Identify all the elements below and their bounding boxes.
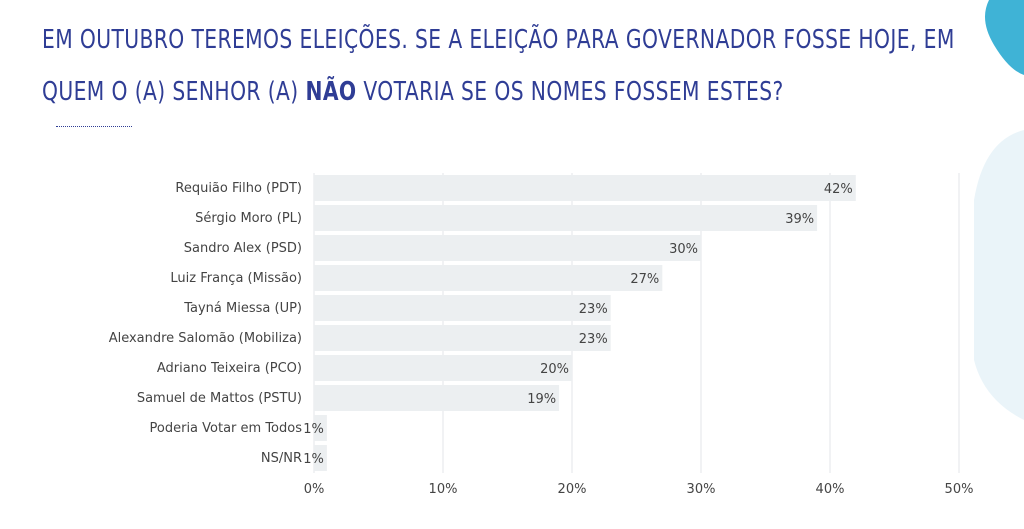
bar — [314, 355, 572, 381]
category-label: Tayná Miessa (UP) — [183, 301, 302, 316]
data-label: 1% — [303, 452, 324, 467]
title-line-2: QUEM O (A) SENHOR (A) NÃO VOTARIA SE OS … — [42, 66, 783, 118]
x-tick-label: 50% — [945, 482, 974, 497]
bar — [314, 175, 856, 201]
data-label: 39% — [785, 212, 814, 227]
data-label: 42% — [824, 182, 853, 197]
data-label: 19% — [527, 392, 556, 407]
category-label: Samuel de Mattos (PSTU) — [137, 391, 302, 406]
x-tick-label: 20% — [558, 482, 587, 497]
bar — [314, 445, 327, 471]
category-label: Adriano Teixeira (PCO) — [157, 361, 302, 376]
decorative-shapes — [974, 0, 1024, 420]
category-label: Poderia Votar em Todos — [150, 421, 303, 436]
title-emphasis: NÃO — [305, 77, 357, 107]
category-label: Luiz França (Missão) — [170, 271, 302, 286]
data-label: 23% — [579, 302, 608, 317]
bar — [314, 265, 663, 291]
category-label: Sandro Alex (PSD) — [184, 241, 302, 256]
title-underline — [56, 126, 132, 127]
x-tick-label: 40% — [816, 482, 845, 497]
bar — [314, 325, 611, 351]
bar — [314, 295, 611, 321]
bar — [314, 205, 818, 231]
bar — [314, 385, 560, 411]
data-label: 20% — [540, 362, 569, 377]
decorative-blue-shape — [985, 0, 1024, 75]
title-line-2-end: VOTARIA SE OS NOMES FOSSEM ESTES? — [356, 77, 784, 107]
data-label: 1% — [303, 422, 324, 437]
x-tick-label: 0% — [304, 482, 325, 497]
category-label: NS/NR — [261, 451, 302, 466]
data-label: 27% — [630, 272, 659, 287]
data-label: 23% — [579, 332, 608, 347]
category-label: Alexandre Salomão (Mobiliza) — [109, 331, 302, 346]
bar — [314, 235, 701, 261]
data-label: 30% — [669, 242, 698, 257]
bar — [314, 415, 327, 441]
decorative-light-shape — [974, 130, 1024, 420]
x-tick-label: 30% — [687, 482, 716, 497]
title-line-2-start: QUEM O (A) SENHOR (A) — [42, 77, 306, 107]
category-label: Requião Filho (PDT) — [175, 181, 302, 196]
x-tick-label: 10% — [429, 482, 458, 497]
category-label: Sérgio Moro (PL) — [195, 211, 302, 226]
